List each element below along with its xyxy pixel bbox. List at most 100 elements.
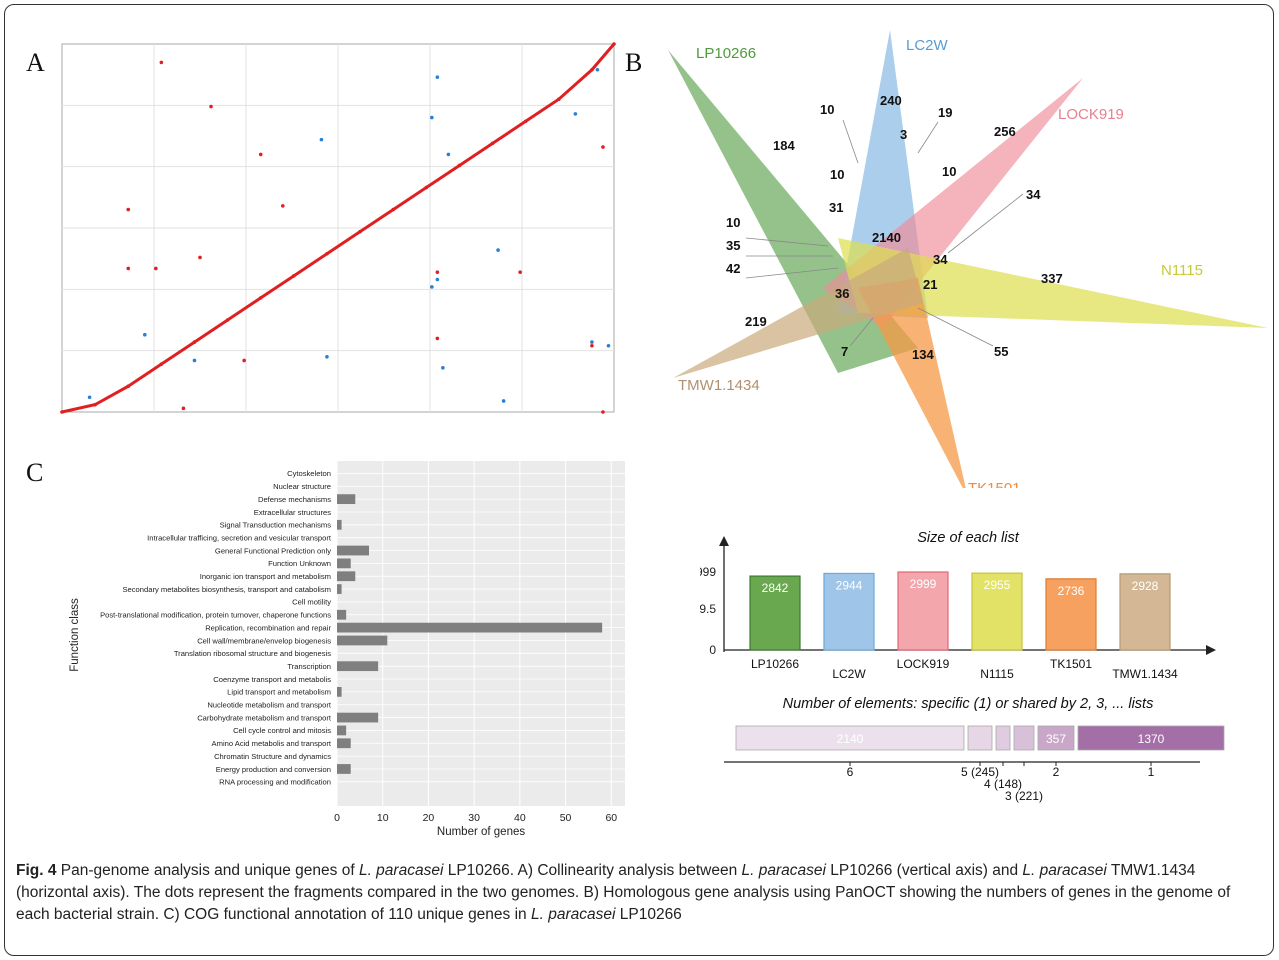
list-size-y-tick: 2999 xyxy=(700,565,716,579)
cog-x-tick-label: 60 xyxy=(605,812,617,824)
venn-region-8: 19 xyxy=(938,105,952,120)
dotplot-point-blue xyxy=(496,248,500,252)
dotplot-point-red xyxy=(60,410,64,414)
caption-text: LP10266. A) Collinearity analysis betwee… xyxy=(443,862,742,879)
cog-bar xyxy=(337,584,342,594)
list-size-y-arrow xyxy=(719,536,729,546)
collinearity-dotplot xyxy=(60,42,616,414)
venn-region-3: 337 xyxy=(1041,271,1063,286)
dotplot-point-red xyxy=(325,251,329,256)
venn-set-label-tk1501: TK1501 xyxy=(968,480,1021,488)
venn-region-7: 10 xyxy=(820,102,834,117)
shared-elements-category-label: 2 xyxy=(1053,765,1060,779)
list-size-y-tick: 0 xyxy=(709,643,716,657)
venn-leader-line xyxy=(849,317,874,347)
venn-region-15: 35 xyxy=(726,238,740,253)
cog-grid xyxy=(336,461,625,806)
dotplot-point-blue xyxy=(501,399,506,403)
cog-x-tick-label: 10 xyxy=(377,812,389,824)
dotplot-point-red xyxy=(523,119,528,124)
list-size-bar xyxy=(1045,578,1097,651)
dotplot-point-blue xyxy=(590,340,594,344)
cog-category-label: Defense mechanisms xyxy=(258,495,331,504)
dotplot-point-red xyxy=(590,67,594,72)
list-size-category-label: TMW1.1434 xyxy=(1112,667,1178,681)
venn-region-10: 10 xyxy=(942,164,956,179)
venn-region-12: 31 xyxy=(829,200,843,215)
venn-leader-line xyxy=(947,193,1024,254)
venn-region-13: 34 xyxy=(1026,187,1041,202)
cog-category-label: Function Unknown xyxy=(268,559,331,568)
cog-x-axis-label: Number of genes xyxy=(437,826,525,838)
shared-elements-chart: Number of elements: specific (1) or shar… xyxy=(724,696,1225,803)
cog-category-label: Cytoskeleton xyxy=(287,469,331,478)
figure-frame xyxy=(4,4,1274,956)
list-size-y-tick: 1499.5 xyxy=(700,602,716,616)
venn-region-14: 10 xyxy=(726,215,740,230)
list-size-category-label: LC2W xyxy=(832,667,866,681)
dotplot-point-red xyxy=(126,384,131,389)
cog-category-label: Nuclear structure xyxy=(273,482,331,491)
venn-region-9: 3 xyxy=(900,127,907,142)
list-size-chart: Size of each list 2999 1499.5 0 2842 LP10… xyxy=(700,530,1216,681)
dotplot-point-blue xyxy=(606,343,611,348)
cog-category-label: Intracellular trafficing, secretion and … xyxy=(147,533,332,542)
cog-category-labels: Cytoskeleton Nuclear structure Defense mec… xyxy=(100,469,332,786)
shared-elements-value-label: 1370 xyxy=(1138,732,1165,746)
shared-elements-title: Number of elements: specific (1) or shar… xyxy=(783,696,1154,712)
list-size-x-arrow xyxy=(1206,645,1216,655)
cog-bar xyxy=(337,764,351,774)
cog-category-label: Cell cycle control and mitosis xyxy=(233,726,331,735)
list-size-title: Size of each list xyxy=(917,530,1020,546)
venn-region-6: 2140 xyxy=(872,230,901,245)
cog-bar xyxy=(337,609,347,620)
dotplot-point-blue xyxy=(430,115,434,120)
dotplot-point-red xyxy=(518,270,522,274)
list-size-value-label: 2999 xyxy=(910,577,937,591)
caption-text: Pan-genome analysis and unique genes of xyxy=(56,862,359,879)
cog-category-label: Secondary metabolites biosynthesis, tran… xyxy=(122,585,331,594)
list-size-bar xyxy=(897,571,949,651)
list-size-value-label: 2928 xyxy=(1132,579,1159,593)
dotplot-point-blue xyxy=(446,152,451,157)
caption-fig-label: Fig. 4 xyxy=(16,862,57,879)
list-size-bars: 2842 LP10266 2944 LC2W 2999 LOCK919 2955 N1115 2… xyxy=(749,571,1178,681)
venn-set-label-lc2w: LC2W xyxy=(906,37,949,54)
venn-region-18: 21 xyxy=(923,277,937,292)
cog-category-label: Replication, recombination and repair xyxy=(205,623,331,632)
cog-category-label: Cell motility xyxy=(292,598,331,607)
venn-leader-line xyxy=(917,307,994,347)
dotplot-point-red xyxy=(126,207,131,212)
dotplot-point-red xyxy=(159,60,164,65)
caption-species: L. paracasei xyxy=(530,906,616,923)
shared-elements-segment xyxy=(967,725,993,751)
cog-category-label: Chromatin Structure and dynamics xyxy=(214,752,331,761)
cog-bar xyxy=(337,686,342,697)
list-size-bar xyxy=(749,575,801,651)
venn-petal-tmw1434 xyxy=(673,248,923,378)
venn-diagram: LP10266 LC2W LOCK919 N1115 TK1501 TMW1.1… xyxy=(668,30,1268,488)
panel-letter-c: C xyxy=(26,458,44,487)
venn-set-label-n1115: N1115 xyxy=(1161,262,1203,279)
panel-letter-b: B xyxy=(625,48,643,77)
shared-elements-segment xyxy=(735,725,965,751)
list-size-category-label: TK1501 xyxy=(1050,657,1092,671)
dotplot-point-blue xyxy=(430,285,434,289)
dotplot-point-red xyxy=(242,358,246,363)
cog-category-label: Carbohydrate metabolism and transport xyxy=(197,713,332,722)
cog-category-label: Amino Acid metabolis and transport xyxy=(212,739,332,748)
panel-letter-a: A xyxy=(26,48,45,77)
cog-category-label: RNA processing and modification xyxy=(219,778,331,787)
cog-category-label: Coenzyme transport and metabolis xyxy=(213,675,331,684)
cog-bar xyxy=(337,725,347,736)
dotplot-point-blue xyxy=(325,355,329,359)
cog-category-label: Extracellular structures xyxy=(254,508,331,517)
venn-region-0: 184 xyxy=(773,138,795,153)
cog-x-tick-label: 20 xyxy=(423,812,435,824)
dotplot-point-blue xyxy=(435,277,440,282)
venn-leader-line xyxy=(842,119,859,164)
venn-region-2: 256 xyxy=(994,124,1016,139)
dotplot-point-red xyxy=(391,207,396,212)
caption-text: LP10266 (vertical axis) and xyxy=(825,862,1023,879)
venn-leader-line xyxy=(745,237,829,247)
